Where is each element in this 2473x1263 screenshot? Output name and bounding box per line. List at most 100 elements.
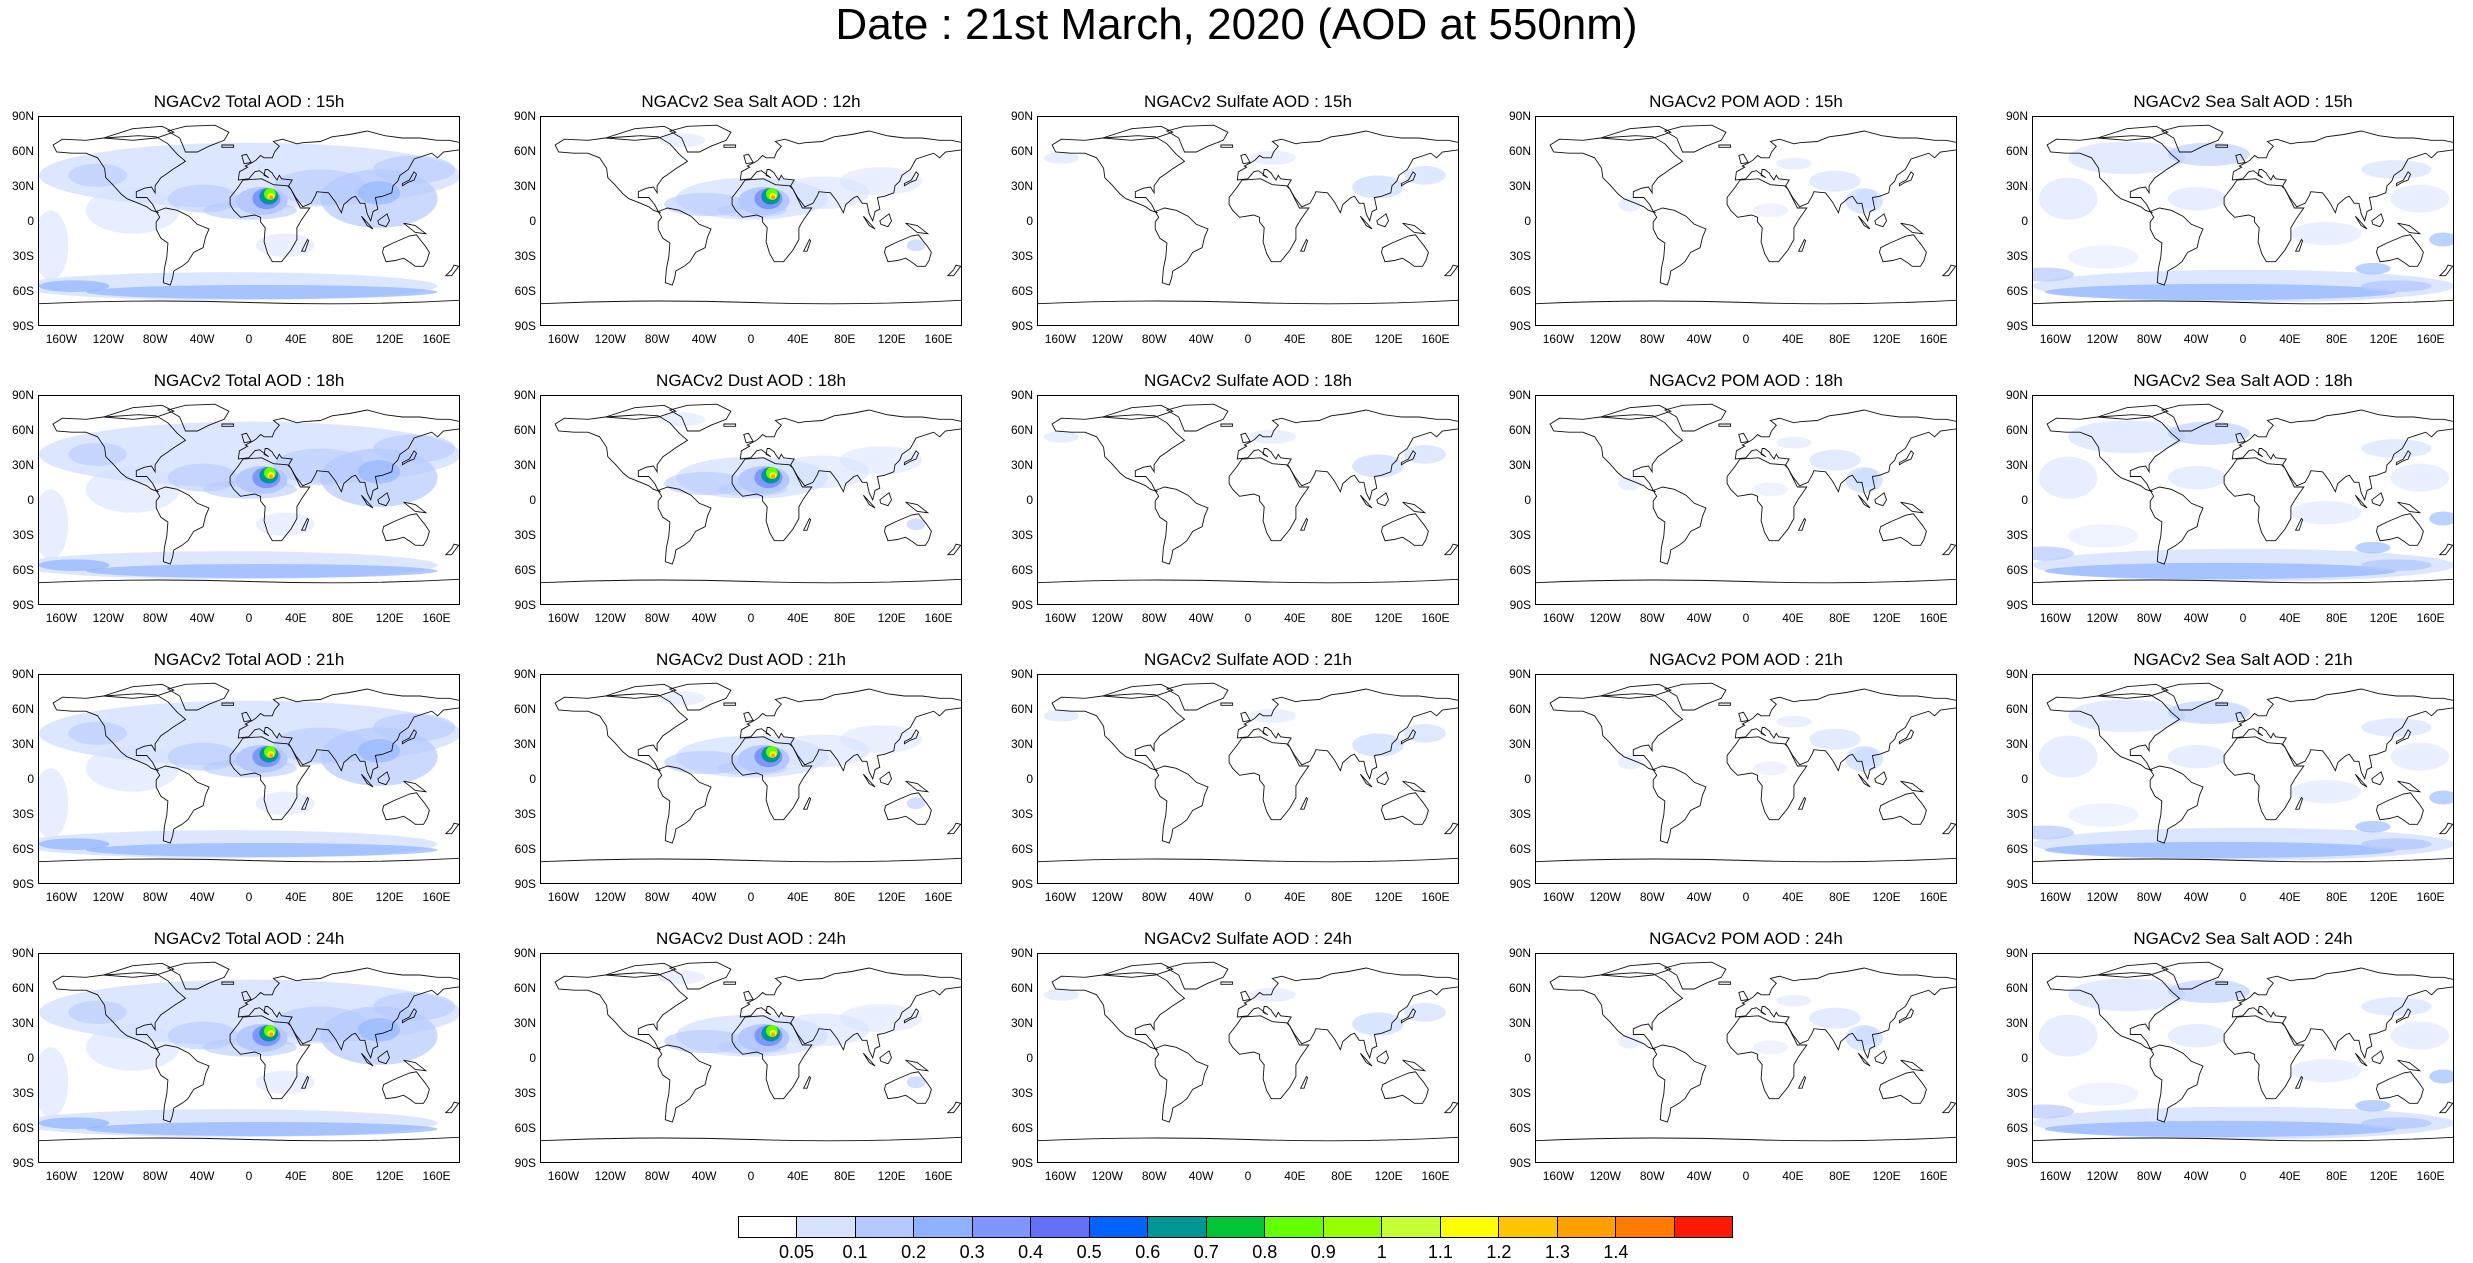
lon-tick-label: 40W	[1686, 1169, 1712, 1183]
lat-tick-label: 60N	[1508, 702, 1531, 716]
lon-tick-label: 120W	[1091, 332, 1123, 346]
coastline	[221, 144, 235, 148]
aod-field	[85, 745, 180, 792]
lat-tick-label: 60N	[513, 144, 536, 158]
lat-tick-label: 0	[1524, 772, 1531, 786]
coastline	[237, 967, 459, 1060]
lon-tick-label: 160W	[45, 332, 78, 346]
coastline	[1376, 492, 1389, 507]
coastline	[1797, 238, 1807, 252]
coastline	[802, 238, 812, 252]
coastline	[1236, 967, 1458, 1060]
lon-tick-label: 0	[1244, 611, 1252, 625]
lon-tick-label: 80W	[2136, 890, 2162, 904]
lon-tick-label: 80W	[1141, 332, 1167, 346]
lon-tick-label: 160E	[422, 332, 451, 346]
coastline	[723, 144, 737, 148]
aod-field	[1043, 989, 1080, 1001]
coastline	[1900, 222, 1925, 235]
coastline	[2231, 130, 2453, 223]
aod-field	[1752, 482, 1789, 497]
colorbar-label: 0.6	[1135, 1242, 1161, 1262]
coastline	[361, 773, 374, 788]
antarctica-coastline	[39, 857, 459, 863]
coastline	[1228, 736, 1310, 821]
lat-tick-label: 60S	[1509, 1121, 1531, 1135]
aod-field	[2361, 1117, 2432, 1129]
colorbar-swatch	[1323, 1217, 1383, 1237]
coastline	[2215, 981, 2229, 985]
aod-field	[770, 195, 776, 200]
coastline	[1236, 688, 1458, 781]
coastline	[2397, 780, 2422, 793]
aod-field	[2361, 559, 2432, 571]
coastline	[1051, 135, 1186, 214]
lat-tick-label: 0	[1026, 214, 1033, 228]
coastline	[1726, 1015, 1808, 1100]
lon-tick-label: 0	[747, 611, 755, 625]
aod-field	[39, 1117, 110, 1129]
aod-map	[2033, 682, 2453, 863]
lat-tick-label: 0	[1524, 493, 1531, 507]
lon-tick-label: 40E	[1284, 611, 1306, 625]
map-panel: NGACv2 Total AOD : 15h 90N 60N 30N 0 30S 60S 90…	[12, 92, 460, 352]
coastline	[1236, 409, 1458, 502]
coastline	[2397, 222, 2422, 235]
coastline	[1734, 967, 1956, 1060]
lat-tick-label: 60N	[11, 981, 34, 995]
coastline	[1738, 711, 1749, 723]
colorbar-label: 0.7	[1193, 1242, 1219, 1262]
aod-field	[1776, 715, 1812, 728]
lon-tick-label: 40W	[189, 611, 215, 625]
aod-map	[1038, 682, 1458, 863]
coastline	[2235, 990, 2246, 1002]
aod-field	[1043, 431, 1080, 443]
coastline	[802, 1075, 812, 1089]
coastline	[2149, 765, 2204, 844]
coastline	[1652, 486, 1707, 565]
coastline	[241, 432, 252, 444]
aod-map	[2033, 124, 2453, 305]
coastline	[1879, 1071, 1927, 1104]
colorbar-swatch	[1674, 1217, 1732, 1237]
colorbar-swatch	[1031, 1217, 1090, 1237]
lat-tick-label: 0	[1524, 214, 1531, 228]
lat-tick-label: 0	[1026, 1051, 1033, 1065]
lon-tick-label: 40W	[691, 332, 717, 346]
map-panel: NGACv2 Sulfate AOD : 24h 90N 60N 30N 0 30S 60S…	[1011, 929, 1459, 1189]
coastline	[1726, 178, 1808, 263]
coastline	[731, 1015, 813, 1100]
aod-map	[541, 961, 961, 1142]
coastline	[2223, 1015, 2305, 1100]
lon-tick-label: 40E	[1782, 890, 1804, 904]
aod-field	[357, 181, 401, 205]
coastline	[905, 1059, 930, 1072]
lat-tick-label: 90N	[1010, 388, 1033, 402]
lat-tick-label: 30N	[11, 1016, 34, 1030]
lat-tick-label: 90S	[514, 319, 536, 333]
lat-tick-label: 60S	[12, 842, 34, 856]
lon-tick-label: 80E	[834, 611, 856, 625]
map-plot	[540, 674, 962, 884]
coastline	[2231, 967, 2453, 1060]
lon-tick-label: 0	[1244, 1169, 1252, 1183]
lon-tick-label: 80W	[142, 890, 168, 904]
lat-tick-label: 30S	[1509, 528, 1531, 542]
aod-field	[2167, 142, 2250, 166]
coastline	[1858, 773, 1871, 788]
coastline	[903, 171, 920, 187]
coastline	[2371, 1050, 2384, 1065]
coastline	[155, 765, 210, 844]
lat-tick-label: 60S	[514, 284, 536, 298]
lat-tick-label: 60N	[513, 981, 536, 995]
coastline	[361, 215, 374, 230]
aod-map	[2033, 403, 2453, 584]
lon-tick-label: 40W	[2183, 611, 2209, 625]
aod-map	[1038, 403, 1458, 584]
coastline	[1898, 171, 1915, 187]
map-plot	[1037, 674, 1459, 884]
lon-tick-label: 40E	[787, 1169, 809, 1183]
lon-tick-label: 40E	[2279, 1169, 2301, 1183]
lon-tick-label: 80E	[332, 611, 354, 625]
lat-tick-label: 90S	[514, 598, 536, 612]
